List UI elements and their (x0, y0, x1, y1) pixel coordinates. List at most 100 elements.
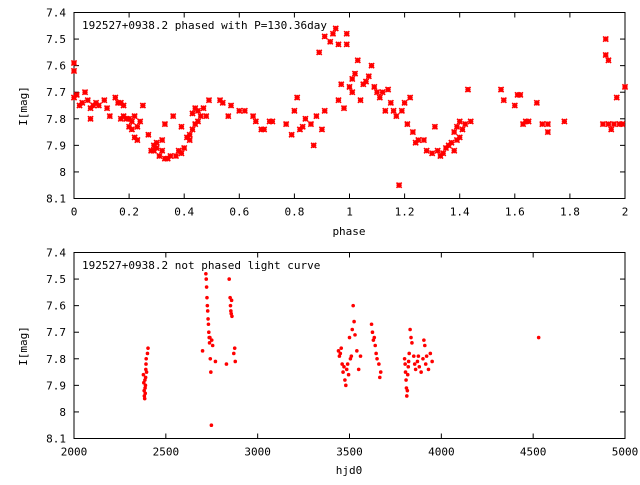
unphased-x-tick-label: 5000 (612, 446, 639, 459)
unphased-data-point (411, 354, 416, 358)
unphased-data-point (205, 303, 210, 308)
phased-data-point (216, 97, 224, 104)
phased-data-point (175, 147, 182, 154)
unphased-data-point (423, 362, 428, 366)
phased-data-point (84, 97, 91, 104)
phased-data-point (525, 118, 532, 125)
phased-data-point (440, 150, 447, 157)
phased-data-point (186, 136, 193, 144)
unphased-data-point (407, 351, 411, 356)
unphased-data-point (204, 271, 208, 276)
phased-x-tick-label: 1.6 (505, 206, 525, 219)
unphased-data-point (347, 335, 352, 340)
phased-data-point (136, 118, 144, 125)
unphased-y-tick-label: 7.7 (46, 326, 66, 339)
phased-data-point (412, 139, 419, 146)
phased-data-point (539, 120, 546, 128)
phased-data-point (90, 102, 97, 109)
phased-data-point (189, 110, 196, 117)
phased-data-point (453, 123, 461, 130)
unphased-data-point (227, 277, 231, 281)
unphased-data-point (405, 372, 410, 377)
phased-data-point (462, 120, 469, 128)
phased-data-point (393, 112, 400, 120)
phased-data-point (70, 59, 78, 67)
unphased-data-point (352, 319, 356, 324)
unphased-data-point (369, 322, 374, 327)
unphased-data-point (142, 396, 147, 401)
phased-data-point (605, 120, 612, 128)
phased-data-point (616, 120, 623, 128)
unphased-data-point (345, 362, 350, 366)
phased-data-point (351, 70, 359, 77)
unphased-data-point (146, 346, 150, 350)
unphased-data-point (417, 364, 422, 369)
unphased-data-point (356, 367, 361, 372)
phased-data-point (134, 136, 141, 144)
unphased-x-tick-label: 2500 (153, 446, 180, 459)
phased-data-point (219, 99, 226, 107)
phased-data-point (194, 107, 202, 114)
unphased-x-tick-label: 4500 (520, 446, 547, 459)
phased-data-point (156, 152, 163, 160)
unphased-data-point (404, 378, 408, 382)
unphased-data-point (351, 303, 355, 308)
phased-data-point (395, 182, 403, 189)
unphased-data-point (430, 359, 434, 364)
unphased-data-point (143, 386, 147, 390)
phased-data-point (343, 30, 350, 37)
phased-data-point (428, 150, 436, 157)
phased-data-point (321, 33, 328, 40)
unphased-data-point (428, 351, 433, 356)
unphased-data-point (336, 349, 341, 353)
phased-data-point (307, 120, 315, 128)
phased-data-point (431, 123, 439, 130)
unphased-data-point (377, 362, 381, 366)
phased-data-point (456, 134, 463, 141)
phased-data-point (368, 62, 375, 69)
phased-data-point (131, 134, 138, 141)
phased-data-point (192, 120, 199, 128)
phased-data-point (178, 150, 185, 157)
phased-x-tick-label: 1.2 (395, 206, 415, 219)
phased-data-point (327, 38, 334, 45)
phased-data-point (178, 123, 185, 130)
phased-data-point (153, 139, 160, 146)
unphased-data-point (403, 370, 408, 374)
phased-data-point (120, 112, 127, 120)
phased-data-point (522, 118, 529, 125)
unphased-data-point (213, 359, 218, 364)
phased-data-point (445, 142, 452, 149)
phased-data-point (434, 147, 441, 154)
phased-data-point (340, 104, 348, 112)
phased-data-point (621, 83, 629, 91)
phased-x-tick-label: 0.6 (229, 206, 249, 219)
phased-y-tick-label: 7.4 (46, 7, 66, 20)
phased-data-point (602, 51, 609, 59)
unphased-x-tick-label: 3000 (244, 446, 271, 459)
phased-data-point (172, 152, 180, 160)
phased-data-point (200, 104, 207, 112)
phased-data-point (500, 97, 507, 104)
phased-data-point (87, 115, 94, 122)
phased-data-point (423, 147, 430, 154)
unphased-data-point (205, 309, 210, 313)
phased-data-point (302, 115, 309, 122)
unphased-y-tick-label: 7.6 (46, 300, 66, 313)
phased-data-point (373, 89, 381, 96)
phased-data-point (167, 152, 174, 160)
unphased-data-point (209, 423, 214, 428)
phased-data-point (81, 89, 89, 96)
unphased-data-point (372, 335, 377, 340)
phased-data-point (605, 57, 612, 64)
phased-y-axis-label: I[mag] (17, 86, 30, 126)
phased-data-point (497, 86, 505, 93)
unphased-data-point (408, 327, 412, 332)
phased-data-point (192, 104, 199, 112)
unphased-data-point (373, 343, 378, 348)
phased-data-point (293, 94, 301, 101)
phased-data-point (401, 99, 408, 107)
phased-data-point (544, 128, 552, 136)
phased-x-tick-label: 0 (71, 206, 78, 219)
unphased-data-point (141, 372, 146, 377)
